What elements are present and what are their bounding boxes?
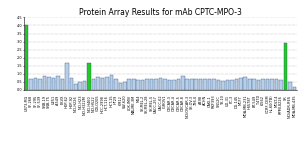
Bar	[25, 26, 28, 90]
Bar	[43, 76, 46, 90]
Bar	[154, 79, 158, 90]
Bar	[110, 75, 113, 90]
Bar	[257, 80, 260, 90]
Bar	[275, 79, 278, 90]
Bar	[118, 83, 122, 90]
Bar	[114, 79, 118, 90]
Bar	[145, 79, 149, 90]
Bar	[150, 79, 153, 90]
Bar	[96, 77, 100, 90]
Bar	[123, 82, 127, 90]
Title: Protein Array Results for mAb CPTC-MPO-3: Protein Array Results for mAb CPTC-MPO-3	[79, 8, 242, 17]
Bar	[70, 78, 73, 90]
Bar	[217, 80, 220, 90]
Bar	[230, 80, 234, 90]
Bar	[34, 78, 38, 90]
Bar	[168, 80, 171, 90]
Bar	[159, 78, 162, 90]
Bar	[172, 80, 176, 90]
Bar	[252, 79, 256, 90]
Bar	[83, 81, 86, 90]
Bar	[29, 79, 33, 90]
Bar	[208, 79, 211, 90]
Bar	[177, 79, 180, 90]
Bar	[194, 79, 198, 90]
Bar	[163, 79, 167, 90]
Bar	[292, 87, 296, 90]
Bar	[284, 43, 287, 90]
Bar	[101, 78, 104, 90]
Bar	[185, 79, 189, 90]
Bar	[190, 79, 194, 90]
Bar	[244, 77, 247, 90]
Bar	[203, 79, 207, 90]
Bar	[235, 79, 238, 90]
Bar	[52, 78, 55, 90]
Bar	[288, 82, 292, 90]
Bar	[128, 79, 131, 90]
Bar	[78, 82, 82, 90]
Bar	[105, 77, 109, 90]
Bar	[239, 78, 243, 90]
Bar	[221, 81, 225, 90]
Bar	[226, 80, 229, 90]
Bar	[56, 76, 60, 90]
Bar	[74, 84, 77, 90]
Bar	[270, 79, 274, 90]
Bar	[92, 79, 95, 90]
Bar	[266, 79, 269, 90]
Bar	[199, 79, 202, 90]
Bar	[181, 76, 184, 90]
Bar	[47, 77, 51, 90]
Bar	[65, 63, 69, 90]
Bar	[132, 79, 136, 90]
Bar	[136, 80, 140, 90]
Bar	[141, 80, 144, 90]
Bar	[87, 63, 91, 90]
Bar	[261, 79, 265, 90]
Bar	[38, 79, 42, 90]
Bar	[212, 79, 216, 90]
Bar	[248, 79, 251, 90]
Bar	[279, 80, 283, 90]
Bar	[61, 79, 64, 90]
